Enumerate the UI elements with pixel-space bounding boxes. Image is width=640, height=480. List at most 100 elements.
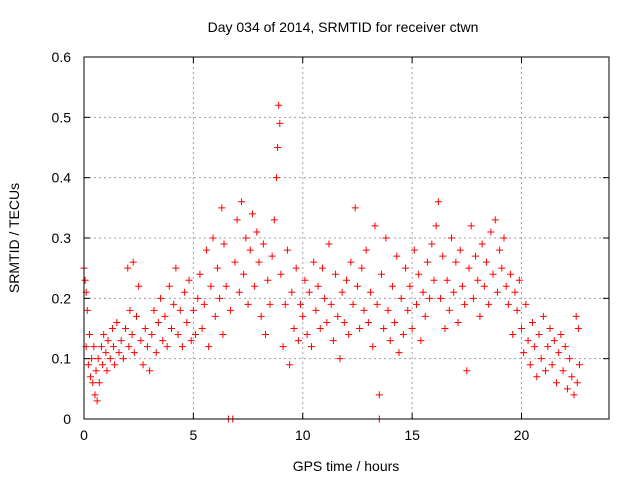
data-point-0-169 xyxy=(413,300,420,308)
data-point-0-187 xyxy=(452,258,460,266)
data-point-0-201 xyxy=(483,258,490,266)
data-point-0-165 xyxy=(404,306,412,314)
data-point-0-224 xyxy=(533,373,541,381)
data-point-0-17 xyxy=(99,361,107,369)
data-point-0-97 xyxy=(262,331,270,339)
data-point-0-133 xyxy=(336,355,344,363)
y-tick-label-3: 0.3 xyxy=(52,230,72,246)
data-point-0-233 xyxy=(553,379,560,387)
y-tick-label-1: 0.1 xyxy=(52,351,72,367)
data-point-0-184 xyxy=(445,306,453,314)
data-point-0-106 xyxy=(277,270,285,278)
data-point-0-216 xyxy=(515,276,523,284)
data-point-0-144 xyxy=(360,306,368,314)
data-point-0-68 xyxy=(200,300,208,308)
data-point-0-209 xyxy=(500,234,508,242)
data-point-0-10 xyxy=(90,343,98,351)
data-point-0-1 xyxy=(81,276,89,284)
data-point-0-192 xyxy=(463,367,471,375)
data-point-0-107 xyxy=(279,343,287,351)
data-point-0-229 xyxy=(544,343,552,351)
data-point-0-176 xyxy=(428,240,436,248)
data-point-0-93 xyxy=(253,228,261,236)
data-point-0-193 xyxy=(465,264,473,272)
data-point-0-13 xyxy=(93,397,101,405)
data-point-0-102 xyxy=(273,174,280,182)
data-point-0-38 xyxy=(135,282,143,290)
data-point-0-145 xyxy=(362,246,370,254)
data-point-0-198 xyxy=(476,312,484,320)
data-point-0-49 xyxy=(159,337,167,345)
data-point-0-37 xyxy=(133,312,140,320)
data-point-0-128 xyxy=(325,240,333,248)
data-point-0-100 xyxy=(268,252,276,260)
data-point-0-75 xyxy=(216,294,224,302)
data-point-0-177 xyxy=(430,276,438,284)
data-point-0-199 xyxy=(478,240,486,248)
data-point-0-99 xyxy=(266,300,274,308)
data-point-0-124 xyxy=(316,325,324,332)
data-point-0-155 xyxy=(382,234,390,242)
data-point-0-30 xyxy=(122,325,130,332)
data-point-0-123 xyxy=(314,282,322,290)
x-tick-label-2: 10 xyxy=(295,427,311,443)
data-point-0-22 xyxy=(106,355,114,363)
data-point-0-203 xyxy=(487,228,495,236)
data-point-0-56 xyxy=(174,331,182,339)
data-point-0-16 xyxy=(98,343,105,351)
data-point-0-73 xyxy=(211,312,219,320)
data-point-0-162 xyxy=(397,294,405,302)
data-point-0-181 xyxy=(439,252,447,260)
y-tick-label-0: 0 xyxy=(63,411,71,427)
data-point-0-70 xyxy=(205,343,213,351)
data-point-0-115 xyxy=(297,300,305,308)
data-point-0-74 xyxy=(213,264,221,272)
data-point-0-58 xyxy=(178,343,186,351)
data-point-0-180 xyxy=(437,294,445,302)
data-point-0-113 xyxy=(292,264,300,272)
data-point-0-89 xyxy=(244,300,252,308)
data-point-0-234 xyxy=(555,349,563,357)
data-point-0-206 xyxy=(493,288,501,296)
data-point-0-96 xyxy=(259,240,267,248)
data-point-0-131 xyxy=(332,270,340,278)
data-point-0-86 xyxy=(238,198,245,206)
data-point-0-239 xyxy=(566,355,574,363)
data-point-0-69 xyxy=(203,246,210,254)
data-point-0-221 xyxy=(526,361,534,369)
data-point-0-226 xyxy=(537,355,545,363)
data-point-0-182 xyxy=(441,325,449,332)
data-point-0-91 xyxy=(248,210,256,218)
data-point-0-18 xyxy=(100,331,108,339)
data-point-0-21 xyxy=(104,337,112,345)
data-point-0-136 xyxy=(343,276,350,284)
data-point-0-208 xyxy=(498,264,506,272)
data-point-0-178 xyxy=(432,222,440,230)
data-point-0-63 xyxy=(189,306,197,314)
data-point-0-77 xyxy=(219,331,227,339)
data-point-0-46 xyxy=(152,349,160,357)
data-point-0-31 xyxy=(124,264,132,272)
data-point-0-225 xyxy=(535,331,543,339)
data-point-0-228 xyxy=(542,367,550,375)
data-point-0-43 xyxy=(146,367,154,375)
data-point-0-35 xyxy=(129,258,137,266)
data-point-0-32 xyxy=(125,343,133,351)
data-point-0-156 xyxy=(384,306,392,314)
data-point-0-175 xyxy=(426,294,434,302)
chart-title: Day 034 of 2014, SRMTID for receiver ctw… xyxy=(208,19,479,35)
data-point-0-212 xyxy=(507,270,515,278)
data-point-0-19 xyxy=(102,349,110,357)
data-point-0-55 xyxy=(172,264,180,272)
data-point-0-79 xyxy=(222,282,230,290)
data-point-0-240 xyxy=(568,373,576,381)
data-point-0-34 xyxy=(128,331,136,339)
data-point-0-195 xyxy=(469,294,477,302)
data-point-0-84 xyxy=(233,216,241,224)
data-point-0-137 xyxy=(345,331,353,339)
data-point-0-170 xyxy=(415,270,423,278)
data-point-0-112 xyxy=(290,325,298,332)
data-point-0-140 xyxy=(351,204,359,212)
data-point-0-154 xyxy=(380,325,388,332)
